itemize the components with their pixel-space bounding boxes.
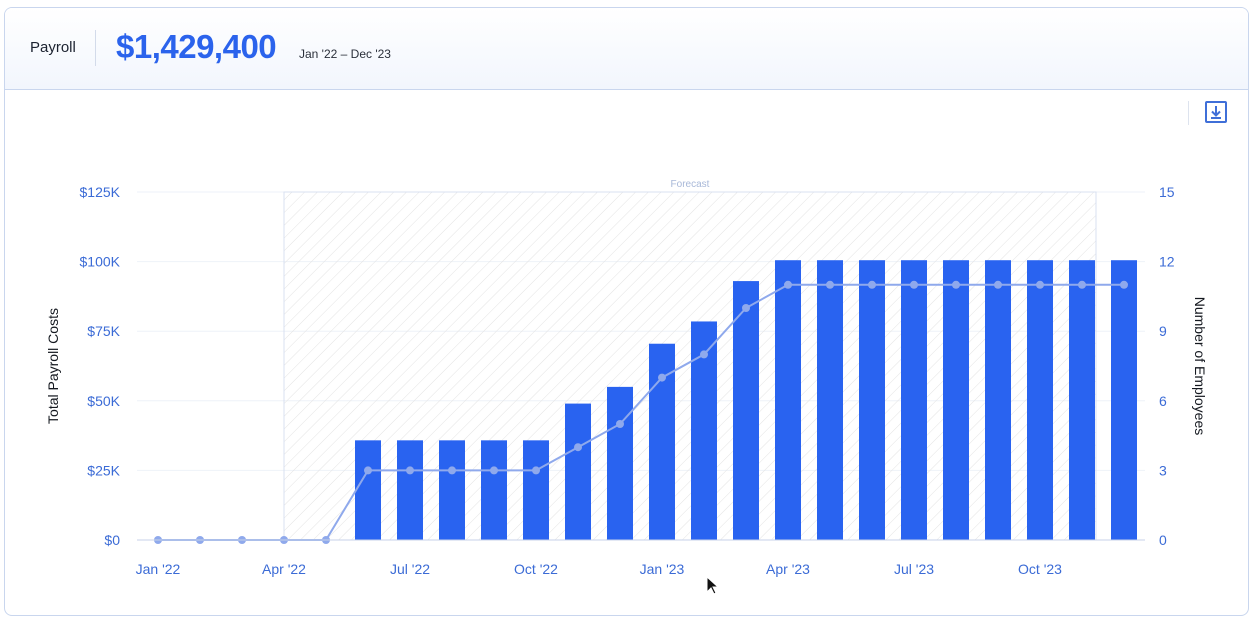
payroll-bars [355, 260, 1137, 540]
header-divider [95, 30, 96, 66]
payroll-bar[interactable] [943, 260, 969, 540]
card-header: Payroll $1,429,400 Jan '22 – Dec '23 [5, 8, 1248, 90]
payroll-bar[interactable] [355, 440, 381, 540]
payroll-bar[interactable] [733, 281, 759, 540]
toolbar-divider [1188, 101, 1189, 125]
employee-point[interactable] [1120, 280, 1128, 289]
y-axis-title: Total Payroll Costs [45, 308, 61, 424]
y-tick-label: $0 [104, 532, 120, 548]
y-tick-label: $125K [80, 184, 121, 200]
y2-tick-label: 9 [1159, 323, 1167, 339]
payroll-bar[interactable] [901, 260, 927, 540]
payroll-total: $1,429,400 [116, 28, 277, 65]
payroll-bar[interactable] [1111, 260, 1137, 540]
employee-point[interactable] [574, 443, 582, 452]
payroll-bar[interactable] [775, 260, 801, 540]
employee-point[interactable] [826, 280, 834, 289]
payroll-bar[interactable] [859, 260, 885, 540]
y2-tick-label: 0 [1159, 532, 1167, 548]
payroll-bar[interactable] [481, 440, 507, 540]
employee-point[interactable] [448, 466, 456, 475]
employee-point[interactable] [742, 304, 750, 312]
employee-point[interactable] [700, 350, 708, 359]
forecast-label: Forecast [671, 179, 710, 190]
payroll-bar[interactable] [985, 260, 1011, 540]
y2-tick-label: 12 [1159, 254, 1175, 270]
employee-point[interactable] [490, 466, 498, 475]
employee-point[interactable] [364, 466, 372, 475]
y-tick-label: $75K [87, 323, 120, 339]
download-button[interactable] [1205, 101, 1227, 123]
employee-point[interactable] [406, 466, 414, 475]
mouse-cursor-icon [706, 575, 720, 595]
x-tick-label: Jan '23 [640, 561, 685, 577]
x-tick-label: Oct '22 [514, 561, 558, 577]
employee-point[interactable] [952, 280, 960, 289]
x-tick-label: Jul '23 [894, 561, 934, 577]
date-range: Jan '22 – Dec '23 [299, 47, 391, 61]
payroll-bar[interactable] [397, 440, 423, 540]
y-tick-label: $100K [80, 254, 121, 270]
y2-axis-title: Number of Employees [1192, 297, 1208, 436]
payroll-bar[interactable] [1027, 260, 1053, 540]
y-tick-label: $50K [87, 393, 120, 409]
x-tick-label: Jan '22 [136, 561, 181, 577]
y-tick-label: $25K [87, 462, 120, 478]
employee-point[interactable] [868, 280, 876, 289]
y2-tick-label: 6 [1159, 393, 1167, 409]
payroll-bar[interactable] [607, 386, 633, 540]
axes: $0 $25K $50K $75K $100K $125K 0 3 6 9 12 15 Jan '22 A… [45, 184, 1208, 577]
employee-point[interactable] [994, 280, 1002, 289]
employee-point[interactable] [532, 466, 540, 475]
x-tick-label: Jul '22 [390, 561, 430, 577]
payroll-bar[interactable] [523, 440, 549, 540]
payroll-bar[interactable] [439, 440, 465, 540]
employee-point[interactable] [616, 420, 624, 428]
x-tick-label: Apr '22 [262, 561, 306, 577]
y2-tick-label: 15 [1159, 184, 1175, 200]
employee-point[interactable] [1078, 280, 1086, 289]
download-icon [1211, 106, 1221, 119]
payroll-bar[interactable] [1069, 260, 1095, 540]
employee-point[interactable] [1036, 280, 1044, 289]
x-tick-label: Oct '23 [1018, 561, 1062, 577]
x-tick-label: Apr '23 [766, 561, 810, 577]
employee-point[interactable] [910, 280, 918, 289]
employee-point[interactable] [784, 280, 792, 289]
header-title: Payroll [30, 39, 76, 56]
y2-tick-label: 3 [1159, 462, 1167, 478]
employee-point[interactable] [658, 373, 666, 382]
payroll-bar[interactable] [565, 403, 591, 540]
payroll-bar[interactable] [817, 260, 843, 540]
